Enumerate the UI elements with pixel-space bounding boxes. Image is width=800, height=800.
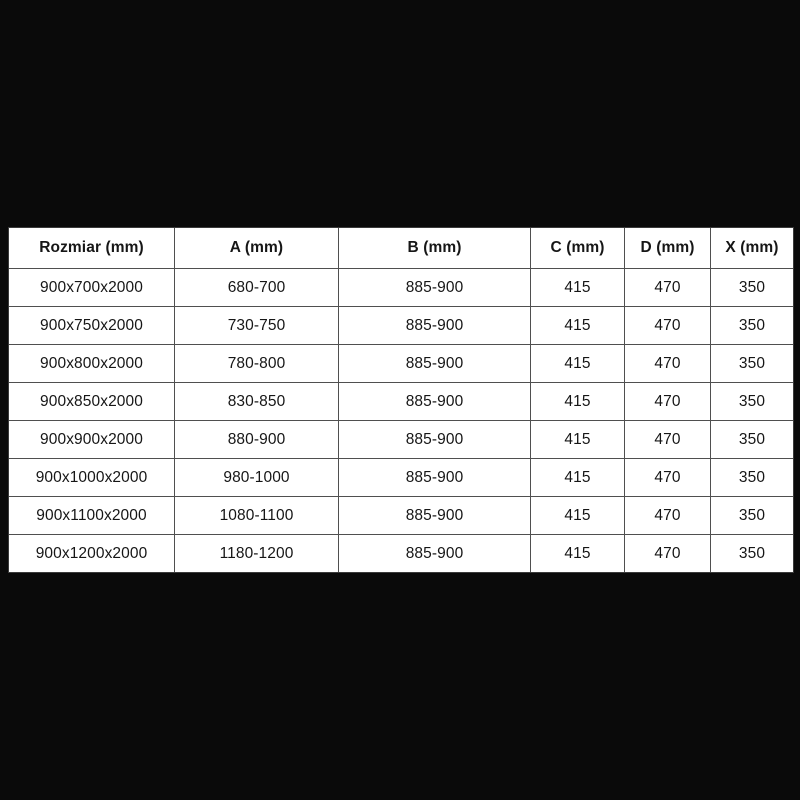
cell-d: 470 [624,382,711,421]
cell-b: 885-900 [338,420,531,459]
table-row: 900x900x2000 880-900 885-900 415 470 350 [8,420,794,459]
spec-table-container: Rozmiar (mm) A (mm) B (mm) C (mm) D (mm)… [8,227,794,573]
cell-a: 880-900 [174,420,339,459]
cell-x: 350 [710,420,794,459]
table-header-row: Rozmiar (mm) A (mm) B (mm) C (mm) D (mm)… [8,227,794,269]
table-row: 900x850x2000 830-850 885-900 415 470 350 [8,382,794,421]
table-row: 900x1000x2000 980-1000 885-900 415 470 350 [8,458,794,497]
cell-d: 470 [624,268,711,307]
table-row: 900x750x2000 730-750 885-900 415 470 350 [8,306,794,345]
cell-c: 415 [530,268,625,307]
cell-d: 470 [624,306,711,345]
cell-a: 730-750 [174,306,339,345]
cell-x: 350 [710,306,794,345]
table-body: 900x700x2000 680-700 885-900 415 470 350 900x7… [8,268,794,573]
cell-a: 980-1000 [174,458,339,497]
cell-b: 885-900 [338,382,531,421]
table-row: 900x800x2000 780-800 885-900 415 470 350 [8,344,794,383]
cell-d: 470 [624,458,711,497]
cell-c: 415 [530,382,625,421]
cell-b: 885-900 [338,268,531,307]
cell-d: 470 [624,534,711,573]
cell-c: 415 [530,344,625,383]
cell-c: 415 [530,306,625,345]
column-header-a: A (mm) [174,227,339,269]
cell-x: 350 [710,268,794,307]
cell-x: 350 [710,382,794,421]
cell-b: 885-900 [338,496,531,535]
cell-a: 780-800 [174,344,339,383]
column-header-c: C (mm) [530,227,625,269]
cell-a: 680-700 [174,268,339,307]
cell-b: 885-900 [338,458,531,497]
cell-a: 1180-1200 [174,534,339,573]
cell-c: 415 [530,534,625,573]
column-header-b: B (mm) [338,227,531,269]
cell-x: 350 [710,496,794,535]
cell-x: 350 [710,534,794,573]
cell-size: 900x700x2000 [8,268,175,307]
cell-a: 830-850 [174,382,339,421]
column-header-size: Rozmiar (mm) [8,227,175,269]
cell-x: 350 [710,344,794,383]
cell-size: 900x1100x2000 [8,496,175,535]
cell-c: 415 [530,458,625,497]
cell-d: 470 [624,496,711,535]
table-header: Rozmiar (mm) A (mm) B (mm) C (mm) D (mm)… [8,227,794,269]
cell-d: 470 [624,344,711,383]
shower-enclosure-dimension-table: Rozmiar (mm) A (mm) B (mm) C (mm) D (mm)… [8,227,794,573]
cell-size: 900x850x2000 [8,382,175,421]
cell-c: 415 [530,420,625,459]
cell-size: 900x1200x2000 [8,534,175,573]
cell-a: 1080-1100 [174,496,339,535]
cell-d: 470 [624,420,711,459]
cell-size: 900x750x2000 [8,306,175,345]
cell-size: 900x800x2000 [8,344,175,383]
cell-b: 885-900 [338,306,531,345]
cell-size: 900x1000x2000 [8,458,175,497]
cell-size: 900x900x2000 [8,420,175,459]
column-header-d: D (mm) [624,227,711,269]
cell-b: 885-900 [338,344,531,383]
cell-c: 415 [530,496,625,535]
table-row: 900x1200x2000 1180-1200 885-900 415 470 350 [8,534,794,573]
cell-b: 885-900 [338,534,531,573]
table-row: 900x1100x2000 1080-1100 885-900 415 470 350 [8,496,794,535]
cell-x: 350 [710,458,794,497]
column-header-x: X (mm) [710,227,794,269]
table-row: 900x700x2000 680-700 885-900 415 470 350 [8,268,794,307]
